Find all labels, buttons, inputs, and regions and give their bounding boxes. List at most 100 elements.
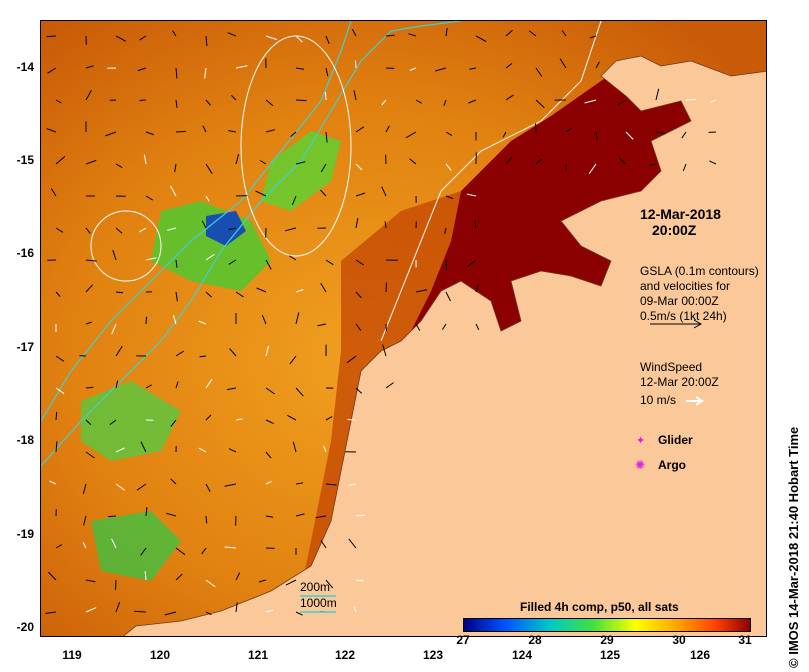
velocity-arrow [265, 259, 272, 270]
velocity-arrow [385, 125, 390, 133]
bathymetry-contour-outer [41, 21, 352, 422]
velocity-arrow [384, 221, 387, 229]
velocity-arrow [348, 483, 357, 486]
colorbar-title: Filled 4h comp, p50, all sats [520, 600, 679, 614]
velocity-arrow [475, 284, 479, 293]
velocity-arrow [565, 127, 572, 133]
wind-scale-arrow-icon [686, 396, 704, 406]
argo-legend-label: Argo [658, 458, 686, 472]
velocity-arrow [172, 30, 177, 37]
depth-200m-line [300, 595, 336, 597]
lat-label-16: -16 [16, 246, 34, 260]
velocity-arrow [205, 515, 208, 524]
velocity-arrow [202, 125, 207, 133]
colorbar-tick-31: 31 [738, 633, 752, 647]
velocity-arrow [47, 67, 57, 74]
velocity-arrow [115, 345, 123, 357]
lon-label-120: 120 [149, 648, 171, 662]
velocity-arrow [265, 99, 274, 106]
velocity-arrow [111, 538, 117, 549]
velocity-arrow [295, 67, 304, 70]
velocity-arrow [595, 61, 600, 69]
velocity-arrow [205, 483, 211, 493]
velocity-arrow [115, 291, 124, 294]
velocity-arrow [85, 579, 96, 583]
velocity-arrow [317, 323, 327, 327]
velocity-arrow [205, 414, 212, 421]
depth-1000m-line [300, 611, 336, 613]
velocity-arrow [144, 571, 147, 581]
velocity-arrow [85, 386, 94, 389]
date-line: 12-Mar-2018 [640, 206, 721, 222]
velocity-arrow [468, 99, 477, 104]
velocity-arrow [381, 99, 387, 106]
velocity-arrow [164, 611, 177, 616]
velocity-arrow [45, 611, 57, 614]
velocity-arrow [140, 547, 147, 556]
velocity-arrow [295, 387, 304, 397]
lon-label-124: 124 [511, 648, 533, 662]
velocity-arrow [681, 131, 687, 139]
sst-map [40, 20, 767, 637]
velocity-arrow [385, 282, 387, 293]
velocity-arrow [205, 253, 215, 261]
velocity-arrow [85, 227, 91, 234]
velocity-arrow [265, 480, 272, 485]
velocity-arrow [320, 540, 327, 549]
wind-line-2: 12-Mar 20:00Z [640, 375, 719, 389]
colorbar-tick-29: 29 [600, 633, 614, 647]
velocity-arrow [655, 88, 660, 101]
velocity-arrow [175, 259, 178, 268]
velocity-arrow [235, 602, 238, 613]
velocity-arrow [355, 163, 363, 171]
velocity-scale-arrow-icon [650, 319, 703, 329]
velocity-arrow [528, 30, 537, 37]
velocity-arrow [505, 29, 513, 37]
velocity-arrow [55, 411, 58, 421]
velocity-arrow [535, 123, 537, 133]
velocity-arrow [50, 188, 57, 197]
velocity-arrow [205, 611, 212, 616]
velocity-arrow [145, 384, 152, 389]
velocity-arrow [172, 314, 177, 325]
velocity-arrow [325, 35, 330, 45]
velocity-arrow [83, 515, 87, 526]
wind-description: WindSpeed 12-Mar 20:00Z [640, 360, 719, 390]
velocity-arrow [475, 323, 480, 331]
gsla-line-1: GSLA (0.1m contours) [640, 264, 759, 278]
time-line: 20:00Z [652, 222, 697, 238]
velocity-arrow [584, 99, 597, 104]
velocity-arrow [205, 291, 212, 298]
velocity-arrow [655, 131, 666, 135]
lon-label-123: 123 [422, 648, 444, 662]
velocity-arrow [199, 355, 207, 358]
velocity-arrow [228, 130, 237, 133]
velocity-arrow [405, 131, 417, 139]
velocity-arrow [85, 451, 95, 459]
velocity-arrow [82, 483, 87, 495]
velocity-arrow [290, 131, 297, 137]
velocity-arrow [137, 67, 147, 72]
velocity-arrow [320, 189, 327, 197]
colorbar-tick-27: 27 [456, 633, 470, 647]
land-mass [122, 55, 766, 636]
velocity-arrow [255, 190, 267, 197]
velocity-arrow [685, 98, 696, 101]
imos-credit: © IMOS 14-Mar-2018 21:40 Hobart Time [786, 427, 801, 668]
velocity-arrow [145, 195, 153, 201]
velocity-arrow [535, 67, 543, 77]
velocity-arrow [235, 418, 243, 421]
velocity-arrow [55, 291, 61, 297]
velocity-arrow [435, 67, 447, 72]
velocity-arrow [445, 259, 448, 271]
velocity-arrow [46, 35, 57, 38]
velocity-arrow [46, 128, 57, 133]
velocity-arrow [82, 542, 87, 549]
velocity-arrow [265, 419, 274, 425]
velocity-arrow [85, 159, 97, 165]
colorbar-tick-28: 28 [528, 633, 542, 647]
lon-label-121: 121 [247, 648, 269, 662]
velocity-arrow [55, 227, 64, 233]
velocity-arrow [351, 28, 357, 37]
velocity-arrow [443, 99, 447, 106]
